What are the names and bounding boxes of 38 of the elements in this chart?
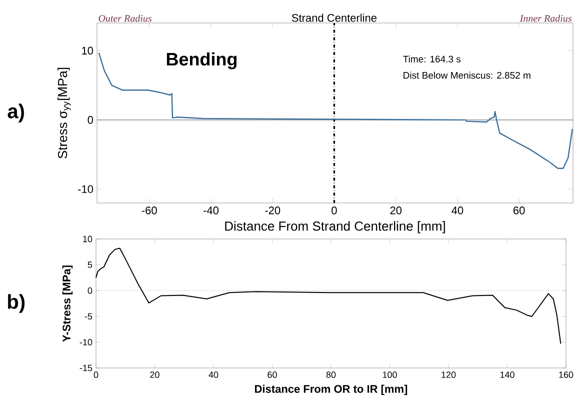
x-tick-label: 60 bbox=[268, 372, 277, 378]
y-tick-label: -5 bbox=[84, 313, 92, 320]
x-tick-label: 40 bbox=[452, 206, 464, 214]
annotation: Time: 164.3 s bbox=[403, 56, 461, 62]
annotation: Bending bbox=[166, 52, 237, 70]
y-axis-title: Y-Stress [MPa] bbox=[62, 266, 73, 342]
x-tick-label: -60 bbox=[142, 206, 157, 214]
text: a) bbox=[8, 104, 24, 122]
y-tick-label: -10 bbox=[78, 185, 94, 194]
y-tick-label: 0 bbox=[88, 116, 94, 124]
text: Outer Radius bbox=[98, 14, 152, 22]
y-tick-label: -10 bbox=[80, 338, 92, 346]
x-tick-label: 120 bbox=[442, 372, 456, 378]
x-tick-label: 20 bbox=[150, 372, 160, 378]
x-tick-label: 80 bbox=[326, 372, 336, 378]
x-tick-label: 0 bbox=[94, 372, 98, 378]
y-axis-title: Stress σ$_{yy}$[MPa] bbox=[58, 68, 71, 158]
x-tick-label: 140 bbox=[500, 372, 514, 378]
x-tick-label: 20 bbox=[390, 206, 402, 214]
y-tick-label: 10 bbox=[83, 236, 92, 242]
x-axis-title: Distance From Strand Centerline [mm] bbox=[225, 221, 445, 234]
y-tick-label: 10 bbox=[82, 46, 94, 55]
x-tick-label: 40 bbox=[208, 372, 218, 378]
x-tick-label: 0 bbox=[332, 206, 337, 214]
text: b) bbox=[8, 294, 25, 313]
x-tick-label: -40 bbox=[204, 206, 218, 214]
y-tick-label: 5 bbox=[88, 262, 92, 268]
x-tick-label: 160 bbox=[559, 372, 574, 378]
x-tick-label: 100 bbox=[382, 372, 397, 378]
annotation: Dist Below Meniscus: 2.852 m bbox=[404, 72, 530, 79]
x-tick-label: 60 bbox=[514, 206, 525, 214]
text: Inner Radius bbox=[520, 14, 572, 22]
x-axis-title: Distance From OR to IR [mm] bbox=[255, 384, 408, 395]
ref-line-label: Strand Centerline bbox=[292, 14, 377, 22]
y-tick-label: -15 bbox=[80, 364, 92, 372]
x-tick-label: -20 bbox=[265, 206, 280, 214]
y-tick-label: 0 bbox=[88, 287, 92, 294]
line-series bbox=[98, 52, 573, 169]
